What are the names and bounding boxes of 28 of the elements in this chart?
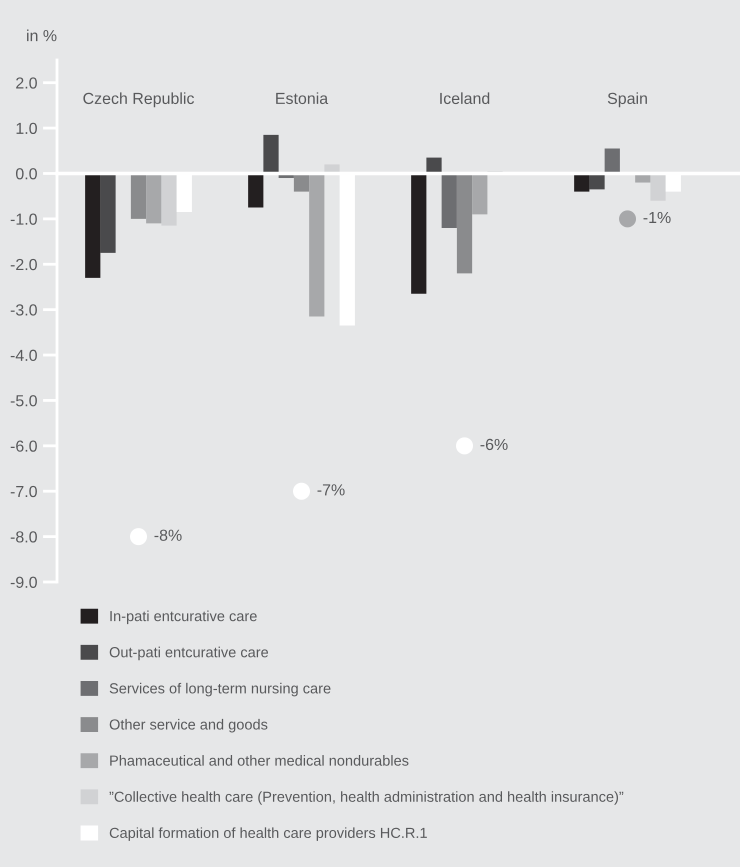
legend-label: Other service and goods xyxy=(110,718,268,733)
y-tick-label: 2.0 xyxy=(16,77,37,89)
y-axis-title: in % xyxy=(27,30,57,42)
legend-label: In-pati entcurative care xyxy=(110,610,257,624)
y-tick-label: -8.0 xyxy=(10,531,37,543)
y-tick-label: -9.0 xyxy=(10,576,37,588)
y-tick-label: -1.0 xyxy=(10,214,37,225)
x-tick-label: Czech Republic xyxy=(83,92,194,108)
legend-label: Phamaceutical and other medical nondurables xyxy=(110,755,408,766)
y-tick-label: -3.0 xyxy=(10,304,37,316)
x-tick-label: Iceland xyxy=(440,92,490,104)
data-label: -7% xyxy=(317,484,345,496)
legend-label: Out-pati entcurative care xyxy=(110,646,268,660)
x-tick-label: Spain xyxy=(608,92,647,108)
data-label: -1% xyxy=(644,212,671,224)
x-tick-label: Estonia xyxy=(276,92,328,104)
legend-label: ”Collective health care (Prevention, health administration and health insurance)” xyxy=(110,791,624,805)
y-tick-label: -6.0 xyxy=(10,440,37,452)
data-label: -6% xyxy=(480,438,508,450)
y-tick-label: -5.0 xyxy=(10,395,37,406)
legend-label: Capital formation of health care providers HC.R.1 xyxy=(110,827,427,841)
y-tick-label: -7.0 xyxy=(10,486,37,498)
data-label: -8% xyxy=(154,530,182,541)
y-tick-label: -2.0 xyxy=(10,258,37,270)
legend-label: Services of long-term nursing care xyxy=(110,682,330,696)
y-tick-label: 0.0 xyxy=(16,168,37,180)
y-tick-label: 1.0 xyxy=(16,122,37,134)
y-tick-label: -4.0 xyxy=(10,350,37,361)
